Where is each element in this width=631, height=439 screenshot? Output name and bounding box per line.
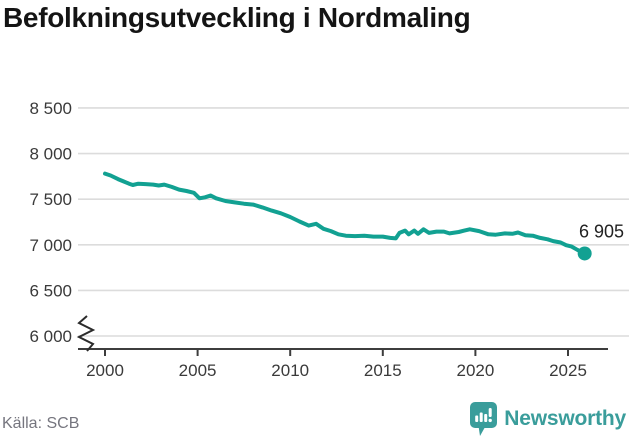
- logo-bar-2: [479, 412, 483, 422]
- newsworthy-logo-text: Newsworthy: [504, 407, 626, 430]
- x-tick-label: 2015: [364, 361, 402, 380]
- y-tick-label: 6 500: [29, 281, 72, 300]
- logo-bar-1: [475, 415, 479, 422]
- y-tick-label: 7 000: [29, 236, 72, 255]
- logo-exclamation-dot: [488, 418, 493, 423]
- x-tick-label: 2005: [179, 361, 217, 380]
- newsworthy-logo-icon: [470, 402, 498, 436]
- newsworthy-logo[interactable]: Newsworthy: [470, 400, 626, 438]
- end-point-marker: [577, 246, 592, 261]
- population-line: [103, 171, 587, 256]
- chart-title: Befolkningsutveckling i Nordmaling: [3, 2, 471, 33]
- x-tick-label: 2010: [271, 361, 309, 380]
- y-tick-label: 6 000: [29, 327, 72, 346]
- y-tick-label: 8 000: [29, 145, 72, 164]
- y-tick-label: 8 500: [29, 99, 72, 118]
- x-tick-label: 2025: [549, 361, 587, 380]
- axis-break-icon: [76, 315, 96, 352]
- source-label: Källa: SCB: [2, 415, 80, 432]
- logo-bar-3: [484, 414, 488, 422]
- logo-exclamation-bar: [488, 408, 492, 417]
- x-tick-label: 2020: [456, 361, 494, 380]
- end-value-label: 6 905: [579, 221, 624, 241]
- y-tick-label: 7 500: [29, 190, 72, 209]
- x-tick-label: 2000: [86, 361, 124, 380]
